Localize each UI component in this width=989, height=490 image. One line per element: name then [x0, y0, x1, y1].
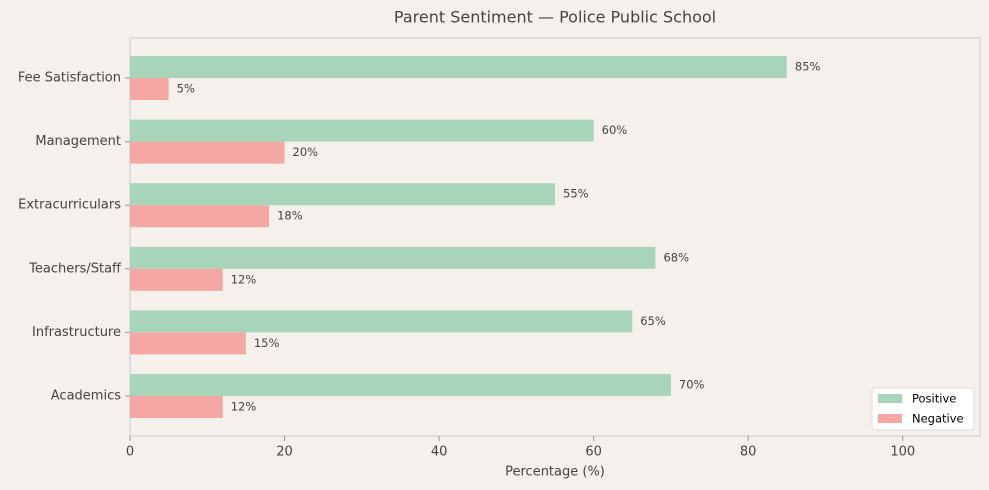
value-label: 20%	[293, 145, 319, 159]
value-label: 85%	[795, 60, 821, 74]
bar	[130, 332, 246, 355]
legend-swatch	[878, 414, 902, 423]
y-tick-label: Management	[35, 134, 121, 149]
bar	[130, 396, 223, 418]
x-axis-label: Percentage (%)	[505, 465, 605, 480]
chart-title: Parent Sentiment — Police Public School	[394, 8, 716, 27]
x-tick-label: 20	[276, 445, 293, 460]
value-label: 12%	[231, 400, 257, 414]
y-tick-label: Fee Satisfaction	[18, 71, 121, 86]
y-tick-label: Academics	[51, 389, 121, 404]
bar	[130, 119, 594, 142]
x-tick-label: 100	[890, 445, 915, 460]
value-label: 68%	[663, 250, 689, 264]
bar	[130, 310, 633, 333]
bar	[130, 205, 270, 228]
bar	[130, 268, 223, 291]
value-label: 15%	[254, 336, 280, 350]
x-tick-label: 80	[740, 445, 757, 460]
bar	[130, 78, 169, 100]
y-tick-label: Infrastructure	[32, 325, 121, 340]
bar	[130, 56, 787, 78]
x-tick-label: 60	[585, 445, 602, 460]
value-label: 5%	[177, 82, 195, 96]
value-label: 12%	[231, 272, 257, 286]
legend-label: Negative	[912, 412, 964, 426]
value-label: 60%	[602, 123, 628, 137]
plot-frame	[129, 37, 981, 437]
bar	[130, 374, 671, 396]
legend-swatch	[878, 394, 902, 403]
y-tick-label: Teachers/Staff	[28, 261, 122, 276]
y-tick-label: Extracurriculars	[18, 198, 121, 213]
bar	[130, 246, 656, 269]
bar	[130, 183, 555, 206]
bar	[130, 141, 285, 164]
value-label: 70%	[679, 378, 705, 392]
legend-label: Positive	[912, 392, 956, 406]
value-label: 55%	[563, 187, 589, 201]
x-tick-label: 40	[431, 445, 448, 460]
value-label: 18%	[277, 209, 303, 223]
value-label: 65%	[640, 314, 666, 328]
x-tick-label: 0	[126, 445, 134, 460]
